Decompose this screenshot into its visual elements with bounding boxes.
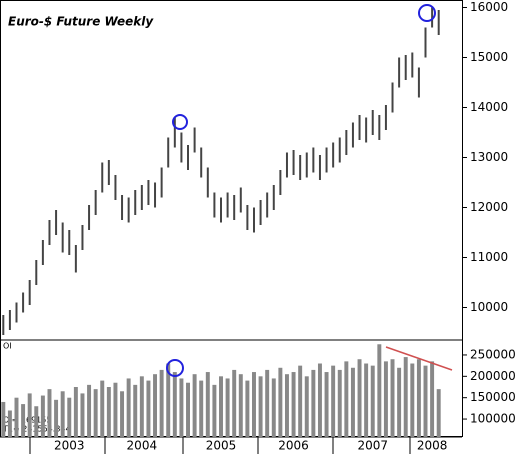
volume-bar xyxy=(146,380,151,437)
volume-bar xyxy=(370,365,375,437)
y-tick-label: 150000 xyxy=(470,390,516,404)
volume-bar xyxy=(238,374,243,437)
volume-bar xyxy=(87,384,92,437)
volume-bar xyxy=(166,363,171,437)
volume-bar xyxy=(344,361,349,437)
volume-bar xyxy=(258,376,263,437)
x-tick-label: 2005 xyxy=(206,439,237,453)
volume-bar xyxy=(133,384,138,437)
x-tick-label: 2004 xyxy=(127,439,158,453)
volume-bar xyxy=(120,391,125,437)
y-tick-label: 14000 xyxy=(470,100,508,114)
volume-bar xyxy=(271,378,276,437)
chart-title: Euro-$ Future Weekly xyxy=(8,15,154,29)
volume-bar xyxy=(337,369,342,437)
volume-bar xyxy=(179,378,184,437)
volume-bar xyxy=(364,363,369,437)
y-tick-label: 10000 xyxy=(470,300,508,314)
volume-bar xyxy=(93,389,98,437)
volume-bar xyxy=(172,372,177,437)
volume-bar xyxy=(291,372,296,437)
volume-bar xyxy=(284,374,289,437)
y-tick-label: 11000 xyxy=(470,250,508,264)
volume-bar xyxy=(390,359,395,437)
volume-bar xyxy=(377,344,382,437)
y-tick-label: 250000 xyxy=(470,347,516,361)
volume-bar xyxy=(199,380,204,437)
volume-bar xyxy=(40,395,45,437)
volume-bar xyxy=(73,387,78,437)
volume-bar xyxy=(245,380,250,437)
x-tick-label: 2007 xyxy=(357,439,388,453)
volume-bar xyxy=(410,363,415,437)
trend-line xyxy=(385,346,453,371)
volume-bar xyxy=(397,367,402,437)
volume-bar xyxy=(265,369,270,437)
volume-bar xyxy=(67,397,72,437)
y-tick-label: 12000 xyxy=(470,200,508,214)
volume-bar xyxy=(331,365,336,437)
volume-bar xyxy=(113,382,118,437)
volume-bar xyxy=(317,363,322,437)
y-tick-label: 15000 xyxy=(470,50,508,64)
volume-bar xyxy=(186,382,190,437)
volume-bar xyxy=(212,384,217,437)
volume-bar xyxy=(7,410,12,437)
volume-bar xyxy=(252,372,256,437)
highlight-circle xyxy=(172,114,188,130)
volume-bar xyxy=(436,389,441,437)
volume-bar xyxy=(106,387,111,437)
volume-bar xyxy=(219,376,223,437)
volume-bar xyxy=(153,374,158,437)
y-tick-label: 200000 xyxy=(470,369,516,383)
volume-bar xyxy=(47,389,52,437)
volume-bar xyxy=(357,359,362,437)
volume-bar xyxy=(126,378,131,437)
volume-bar xyxy=(21,404,26,437)
volume-bar xyxy=(232,369,237,437)
x-tick-label: 2003 xyxy=(54,439,85,453)
volume-bar xyxy=(350,367,355,437)
volume-bar xyxy=(278,367,283,437)
annotation: OI= 169155 xyxy=(3,416,51,425)
x-tick-label: 2008 xyxy=(417,439,448,453)
volume-bar xyxy=(100,380,105,437)
volume-bar xyxy=(60,391,65,437)
volume-bar xyxy=(324,372,329,437)
volume-bar xyxy=(34,406,39,437)
volume-bar xyxy=(159,369,164,437)
volume-bar xyxy=(403,357,408,437)
year-separators xyxy=(29,437,411,454)
volume-bar xyxy=(1,401,6,437)
volume-bar xyxy=(27,393,32,437)
y-tick-label: 16000 xyxy=(470,0,508,14)
volume-bar xyxy=(416,359,421,437)
volume-bar xyxy=(423,365,428,437)
volume-bar xyxy=(225,378,230,437)
volume-bar xyxy=(192,374,197,437)
volume-bar xyxy=(139,376,144,437)
volume-bar xyxy=(205,372,210,437)
highlight-circle xyxy=(166,359,184,377)
volume-bar xyxy=(80,393,85,437)
y-tick-label: 100000 xyxy=(470,412,516,426)
volume-bar xyxy=(14,397,19,437)
volume-bar xyxy=(298,365,303,437)
y-tick-label: 13000 xyxy=(470,150,508,164)
volume-bar xyxy=(383,361,388,437)
highlight-circle xyxy=(418,4,436,22)
volume-bar xyxy=(54,399,59,437)
volume-bar xyxy=(430,361,435,437)
panel-label: OI xyxy=(3,342,12,351)
volume-bar xyxy=(311,369,316,437)
x-tick-label: 2006 xyxy=(278,439,309,453)
volume-bar xyxy=(304,376,309,437)
